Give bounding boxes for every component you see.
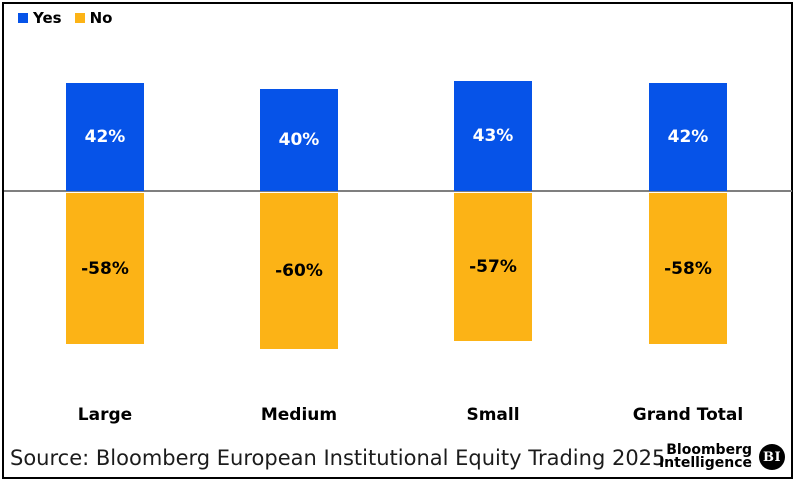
bar-value-label: -57%: [469, 257, 517, 277]
bar-segment-no-grand-total: -58%: [649, 193, 727, 344]
bar-value-label: -58%: [81, 258, 129, 279]
legend-item-no: No: [74, 9, 113, 27]
brand-line2: Intelligence: [658, 455, 752, 471]
category-label-medium: Medium: [260, 405, 338, 425]
bar-segment-yes-medium: 40%: [260, 89, 338, 191]
legend-swatch-yes-icon: [18, 13, 28, 23]
legend-label-no: No: [89, 9, 113, 27]
bar-value-label: 42%: [667, 127, 709, 147]
brand-line1: Bloomberg: [666, 442, 752, 458]
legend-swatch-no-icon: [74, 13, 85, 23]
chart-legend: Yes No: [18, 9, 112, 27]
bar-value-label: -58%: [664, 258, 712, 279]
bar-value-label: 40%: [278, 130, 320, 150]
bar-value-label: 43%: [472, 126, 514, 146]
bar-value-label: -60%: [275, 261, 323, 281]
category-label-large: Large: [77, 405, 133, 425]
category-label-grand-total: Grand Total: [632, 405, 744, 425]
bloomberg-intelligence-logo: Bloomberg Intelligence BI: [658, 442, 785, 471]
chart-border-frame: [2, 2, 793, 479]
bar-segment-yes-large: 42%: [66, 83, 144, 191]
zero-axis-line: [4, 190, 792, 192]
brand-wordmark: Bloomberg Intelligence: [658, 442, 752, 471]
bi-badge-icon: BI: [759, 444, 785, 470]
category-label-small: Small: [466, 405, 520, 425]
bar-value-label: 42%: [84, 127, 126, 147]
bar-segment-yes-small: 43%: [454, 81, 532, 191]
bar-segment-yes-grand-total: 42%: [649, 83, 727, 191]
source-attribution: Source: Bloomberg European Institutional…: [10, 446, 666, 470]
legend-label-yes: Yes: [33, 9, 62, 27]
bar-segment-no-medium: -60%: [260, 193, 338, 349]
legend-item-yes: Yes: [18, 9, 62, 27]
bar-segment-no-large: -58%: [66, 193, 144, 344]
bar-segment-no-small: -57%: [454, 193, 532, 341]
